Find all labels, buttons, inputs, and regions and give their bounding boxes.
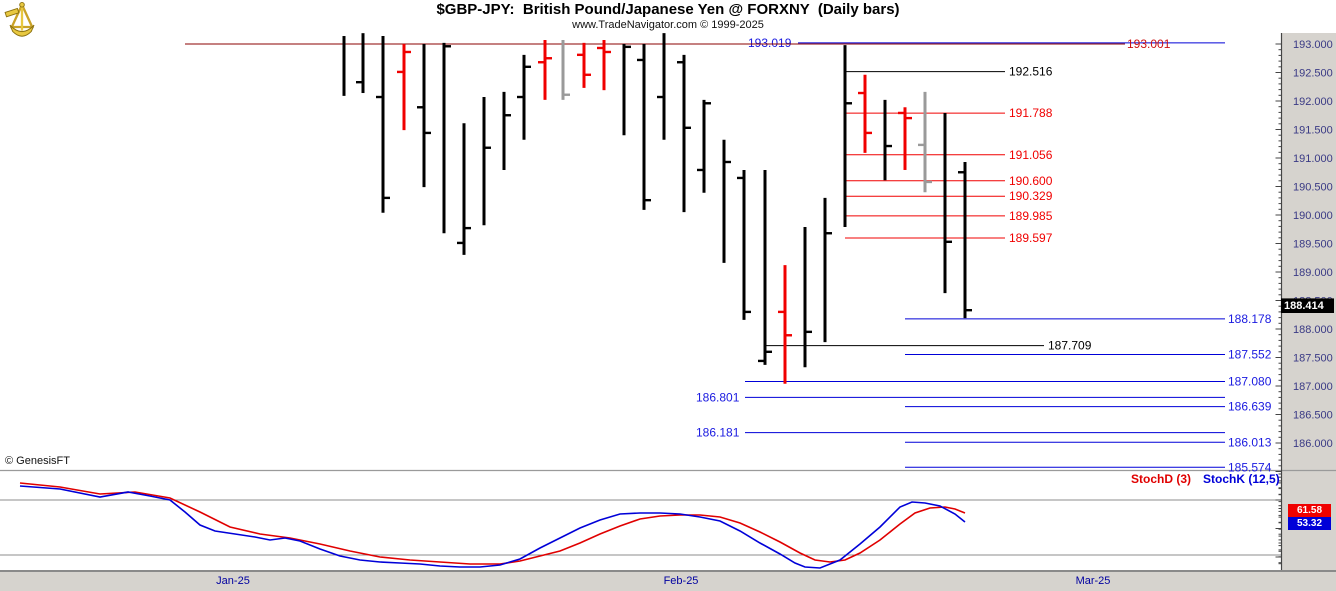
stochd-legend-label[interactable]: StochD (3) [1131, 472, 1191, 486]
price-bar [457, 123, 471, 255]
price-level-label: 193.019 [748, 36, 792, 50]
price-bar [417, 44, 431, 188]
stochk-line [19, 485, 966, 569]
price-level-label: 187.080 [1228, 374, 1272, 388]
price-bar [758, 169, 772, 365]
price-level-label: 191.788 [1009, 106, 1053, 120]
chart-title: $GBP-JPY: British Pound/Japanese Yen @ F… [436, 1, 900, 18]
date-axis-bar: Jan-25 Feb-25 Mar-25 [0, 570, 1336, 591]
price-bar [442, 42, 451, 234]
price-axis-label: 192.000 [1293, 96, 1333, 108]
stochd-value-box: 61.58 [1288, 504, 1331, 517]
price-level-label: 190.329 [1009, 189, 1053, 203]
price-bar [657, 33, 666, 140]
price-level-label: 186.639 [1228, 400, 1272, 414]
price-bar [517, 54, 531, 140]
price-level-label: 187.709 [1048, 339, 1092, 353]
price-bar [561, 40, 570, 100]
price-bar [577, 42, 591, 88]
price-axis-label: 193.000 [1293, 39, 1333, 51]
price-level-label: 185.574 [1228, 460, 1272, 474]
date-axis-label: Jan-25 [216, 575, 250, 587]
price-bar [883, 99, 892, 181]
price-bar [722, 139, 731, 263]
price-bar [356, 33, 365, 94]
price-level-label: 189.597 [1009, 231, 1053, 245]
price-axis-label: 187.500 [1293, 353, 1333, 365]
price-bar [737, 169, 751, 320]
stochd-line [19, 482, 966, 565]
price-bar [597, 40, 611, 91]
price-bar [778, 265, 792, 384]
price-bar [803, 226, 812, 368]
price-level-label: 186.801 [696, 390, 740, 404]
trade-navigator-logo-icon [3, 1, 41, 39]
stochk-legend-label[interactable]: StochK (12,5) [1203, 472, 1280, 486]
price-bar [622, 44, 631, 136]
last-price-box: 188.414 [1281, 299, 1334, 313]
stochk-value-box: 53.32 [1288, 517, 1331, 530]
price-level-label: 187.552 [1228, 348, 1272, 362]
price-bar [482, 97, 491, 226]
price-level-label: 193.001 [1127, 37, 1171, 51]
price-bar [823, 197, 832, 343]
price-bar [376, 36, 390, 213]
price-bar [677, 54, 691, 213]
price-level-label: 186.181 [696, 426, 740, 440]
price-axis-label: 187.000 [1293, 381, 1333, 393]
price-axis-label: 188.000 [1293, 324, 1333, 336]
price-axis-label: 190.500 [1293, 182, 1333, 194]
price-axis-label: 189.500 [1293, 239, 1333, 251]
price-level-label: 188.178 [1228, 312, 1272, 326]
chart-subtitle: www.TradeNavigator.com © 1999-2025 [572, 19, 764, 31]
date-axis-label: Mar-25 [1075, 575, 1111, 587]
price-level-label: 186.013 [1228, 435, 1272, 449]
price-axis-label: 186.000 [1293, 438, 1333, 450]
price-axis-label: 189.000 [1293, 267, 1333, 279]
price-bar [898, 107, 912, 170]
price-bar [502, 91, 511, 170]
price-bar [538, 40, 552, 100]
price-bar [918, 91, 932, 193]
date-axis-label: Feb-25 [663, 575, 699, 587]
price-bar [858, 74, 872, 153]
genesis-credit: © GenesisFT [5, 455, 70, 467]
price-axis-label: 190.000 [1293, 210, 1333, 222]
price-axis-label: 191.500 [1293, 125, 1333, 137]
price-level-label: 191.056 [1009, 148, 1053, 162]
price-axis-label: 186.500 [1293, 410, 1333, 422]
price-bar [697, 99, 711, 193]
price-bar [397, 44, 411, 131]
price-axis-label: 192.500 [1293, 68, 1333, 80]
price-level-label: 190.600 [1009, 174, 1053, 188]
price-level-label: 192.516 [1009, 65, 1053, 79]
price-axis-label: 191.000 [1293, 153, 1333, 165]
price-level-label: 189.985 [1009, 209, 1053, 223]
price-bar [958, 161, 972, 319]
price-bar [637, 44, 651, 210]
price-bar [943, 112, 952, 294]
price-bar [843, 45, 852, 227]
